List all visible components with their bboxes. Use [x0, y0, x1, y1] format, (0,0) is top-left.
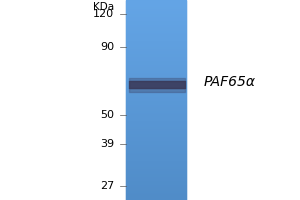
Text: PAF65α: PAF65α: [204, 75, 256, 89]
Text: 90: 90: [100, 42, 114, 52]
Text: 50: 50: [100, 110, 114, 120]
Text: KDa: KDa: [93, 2, 114, 12]
Text: 27: 27: [100, 181, 114, 191]
Text: 120: 120: [93, 9, 114, 19]
Text: 39: 39: [100, 139, 114, 149]
